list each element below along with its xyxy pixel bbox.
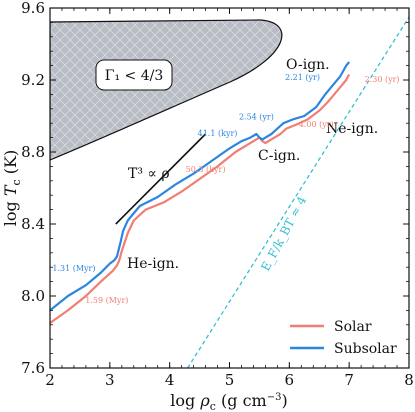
- x-tick-label: 3: [105, 371, 115, 389]
- x-axis-label: log ρc (g cm−3): [170, 391, 287, 412]
- y-tick-label: 9.6: [21, 0, 45, 17]
- y-tick-label: 8.4: [21, 215, 45, 233]
- forbidden-label-box: Γ₁ < 4/3: [95, 59, 173, 91]
- legend: Solar Subsolar: [278, 308, 402, 360]
- x-tick-label: 8: [404, 371, 414, 389]
- x-tick-label: 2: [45, 371, 55, 389]
- y-tick-label: 8.0: [21, 287, 45, 305]
- time-label-subsolar: 41.1 (kyr): [198, 129, 238, 138]
- time-label-subsolar: 2.54 (yr): [239, 113, 274, 122]
- legend-solar-label: Solar: [334, 319, 372, 335]
- x-tick-label: 5: [225, 371, 235, 389]
- x-tick-label: 4: [165, 371, 175, 389]
- slope-label: T³ ∝ ρ: [128, 166, 170, 182]
- degeneracy-line: [187, 16, 409, 368]
- legend-subsolar-label: Subsolar: [334, 341, 397, 357]
- y-tick-label: 8.8: [21, 143, 45, 161]
- series-subsolar-line: [50, 61, 351, 312]
- time-label-solar: 50.3 (kyr): [186, 165, 226, 174]
- x-tick-label: 6: [285, 371, 295, 389]
- x-tick-label: 7: [344, 371, 354, 389]
- series-layer: [50, 16, 409, 368]
- o-ign-label: O-ign.: [286, 57, 330, 73]
- series-solar-line: [50, 73, 351, 324]
- he-ign-label: He-ign.: [127, 256, 179, 272]
- axes-layer: 2 3 4 5 6 7 8 7.6 8.0 8.4 8.8 9.2 9.6: [21, 0, 414, 389]
- c-ign-label: C-ign.: [258, 148, 300, 164]
- time-label-solar: 2.30 (yr): [365, 75, 400, 84]
- time-label-subsolar: 2.21 (yr): [285, 73, 320, 82]
- y-tick-label: 9.2: [21, 71, 45, 89]
- ne-ign-label: Ne-ign.: [326, 121, 378, 137]
- time-label-solar: 1.59 (Myr): [85, 296, 128, 305]
- slope-line: [115, 133, 207, 225]
- time-labels: 1.31 (Myr) 41.1 (kyr)2.54 (yr) 2.21 (yr) 1.…: [52, 73, 399, 305]
- y-tick-label: 7.6: [21, 359, 45, 377]
- degeneracy-label: E_F/k_BT ≈ 4: [258, 194, 309, 274]
- forbidden-label: Γ₁ < 4/3: [105, 68, 164, 84]
- time-label-solar: 4.00 (yr): [299, 120, 334, 129]
- time-label-subsolar: 1.31 (Myr): [52, 264, 95, 273]
- y-axis-label: log Tc (K): [1, 150, 23, 226]
